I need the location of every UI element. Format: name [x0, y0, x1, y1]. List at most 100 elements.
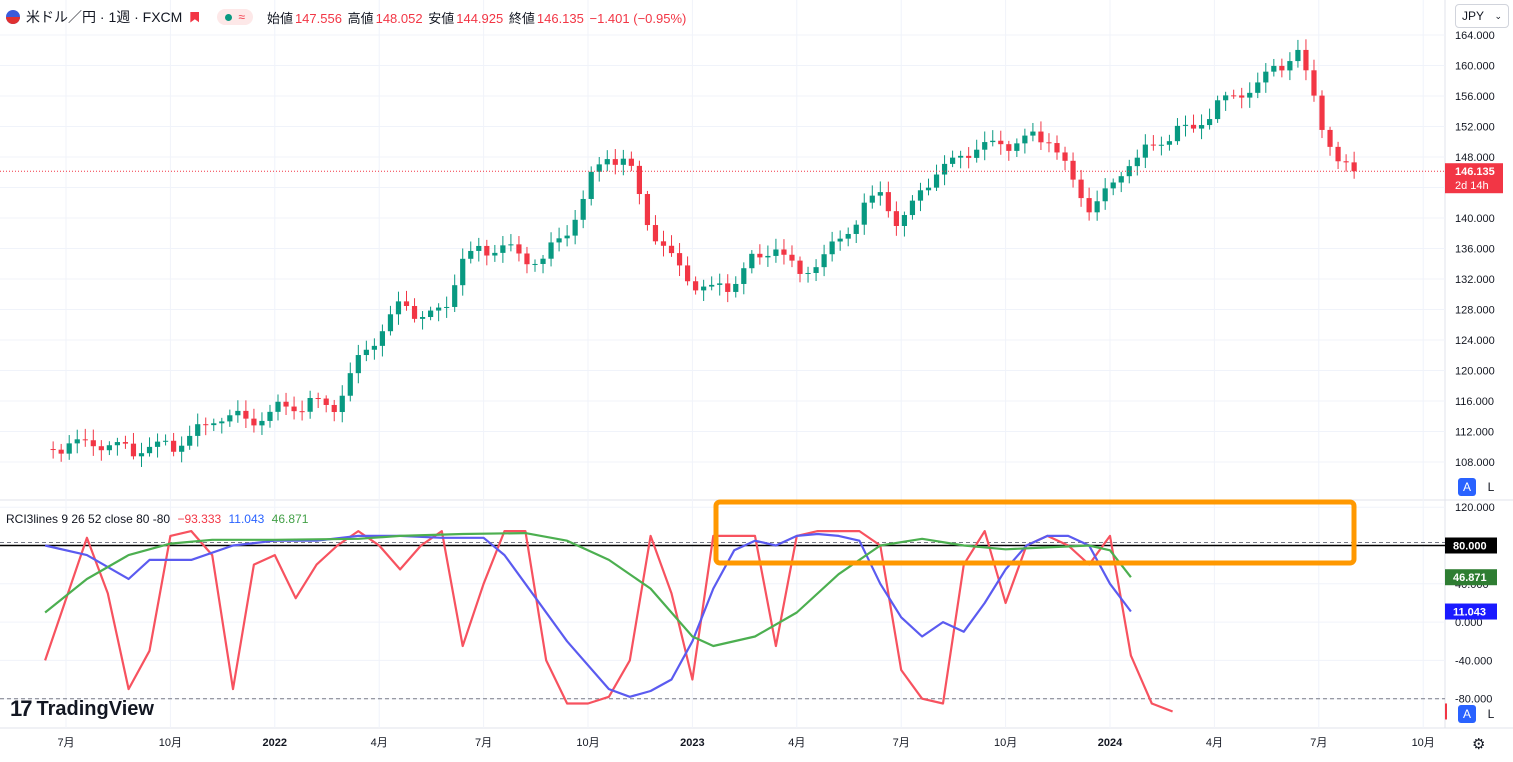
- candle-body: [162, 440, 169, 442]
- rci-tick-label: 120.000: [1455, 502, 1495, 514]
- candle-body: [419, 317, 426, 319]
- logo-text: TradingView: [36, 697, 154, 720]
- rci-badge-blue: 11.043: [1453, 607, 1486, 619]
- candle-body: [1134, 157, 1140, 167]
- currency-value: JPY: [1462, 9, 1485, 23]
- price-tick-label: 136.000: [1455, 244, 1495, 256]
- candle-body: [82, 439, 88, 441]
- rci-mid-line: [44, 532, 1132, 698]
- rci-badge-green-bg: [1445, 569, 1497, 586]
- candle-body: [444, 306, 450, 308]
- market-status-pill[interactable]: ≈: [217, 9, 253, 25]
- price-tick-label: 128.000: [1455, 305, 1495, 317]
- candle-body: [1014, 143, 1020, 151]
- candle-body: [1206, 119, 1213, 126]
- candle-body: [580, 198, 586, 220]
- candle-body: [1150, 144, 1156, 146]
- candle-body: [379, 331, 386, 346]
- log-scale-button[interactable]: L: [1482, 478, 1500, 496]
- candle-body: [628, 158, 634, 166]
- indicator-legend[interactable]: RCI3lines 9 26 52 close 80 -80 −93.333 1…: [6, 512, 308, 526]
- time-tick-label: 10月: [1412, 737, 1435, 749]
- candle-body: [540, 258, 546, 264]
- candle-body: [452, 285, 458, 307]
- candle-body: [106, 445, 112, 451]
- market-open-dot-icon: [225, 13, 233, 21]
- price-tick-label: 160.000: [1455, 61, 1495, 73]
- countdown-label: 2d 14h: [1455, 180, 1489, 192]
- candle-body: [781, 249, 787, 255]
- highlight-box: [713, 499, 1357, 566]
- candle-body: [668, 245, 675, 254]
- candle-body: [355, 355, 361, 374]
- candle-body: [684, 265, 691, 282]
- price-tick-label: 132.000: [1455, 274, 1495, 286]
- open-label: 始値: [266, 10, 293, 26]
- candle-body: [1102, 188, 1108, 202]
- candle-body: [709, 284, 715, 287]
- candle-body: [427, 310, 434, 318]
- time-tick-label: 7月: [1310, 737, 1327, 749]
- candle-body: [572, 219, 578, 236]
- candle-body: [1303, 49, 1309, 71]
- candle-body: [958, 155, 964, 158]
- candle-body: [50, 449, 56, 451]
- candle-body: [1078, 179, 1084, 199]
- candle-body: [363, 349, 369, 356]
- settings-gear-icon[interactable]: ⚙: [1472, 736, 1486, 753]
- candle-body: [901, 215, 908, 226]
- candle-body: [492, 252, 498, 256]
- candle-body: [1263, 71, 1269, 83]
- rci-log-scale-button[interactable]: L: [1482, 705, 1500, 723]
- candle-body: [1054, 143, 1060, 153]
- candle-body: [1215, 100, 1221, 120]
- candle-body: [861, 202, 867, 225]
- close-value: 146.135: [536, 10, 584, 26]
- candle-body: [733, 283, 739, 292]
- candle-body: [652, 225, 659, 242]
- candle-body: [532, 263, 538, 265]
- auto-scale-button[interactable]: A: [1458, 478, 1476, 496]
- candle-body: [1006, 144, 1012, 151]
- candle-body: [604, 159, 610, 165]
- candle-body: [403, 301, 410, 307]
- price-tick-label: 112.000: [1455, 427, 1494, 439]
- candle-body: [460, 258, 466, 286]
- candle-body: [66, 443, 72, 454]
- tradingview-logo[interactable]: 17 TradingView: [10, 696, 154, 722]
- indicator-green-value: 46.871: [271, 512, 309, 526]
- candle-body: [371, 345, 377, 350]
- tradingview-logo-icon: 17: [10, 696, 33, 721]
- candle-body: [1022, 135, 1028, 144]
- chevron-down-icon: ⌄: [1494, 10, 1502, 21]
- candle-body: [974, 149, 980, 158]
- rci-long-line: [44, 532, 1132, 648]
- candle-body: [387, 314, 394, 332]
- candle-body: [1343, 161, 1349, 163]
- time-tick-label: 2023: [680, 737, 704, 749]
- currency-select[interactable]: JPY ⌄: [1455, 4, 1509, 28]
- candle-body: [315, 398, 321, 400]
- bookmark-icon[interactable]: [190, 11, 200, 23]
- candle-body: [154, 441, 161, 447]
- rci-tick-label: -40.000: [1455, 655, 1492, 667]
- rci-auto-scale-button[interactable]: A: [1458, 705, 1476, 723]
- candle-body: [1118, 176, 1124, 183]
- high-label: 高値: [347, 10, 374, 26]
- symbol-title[interactable]: 米ドル／円 · 1週 · FXCM: [26, 9, 183, 25]
- rci-short-line: [44, 530, 1173, 713]
- rci-badge-blue-bg: [1445, 603, 1497, 620]
- candle-body: [331, 404, 337, 413]
- candle-body: [588, 171, 594, 199]
- time-tick-label: 4月: [1206, 737, 1223, 749]
- change-value: −1.401 (−0.95%): [589, 10, 687, 26]
- candle-body: [1166, 141, 1173, 145]
- candle-body: [1046, 142, 1052, 144]
- candle-body: [219, 421, 225, 424]
- candle-body: [1094, 201, 1100, 213]
- candle-body: [845, 233, 851, 239]
- price-tick-label: 156.000: [1455, 91, 1495, 103]
- candle-body: [1182, 124, 1189, 126]
- candle-body: [773, 249, 779, 256]
